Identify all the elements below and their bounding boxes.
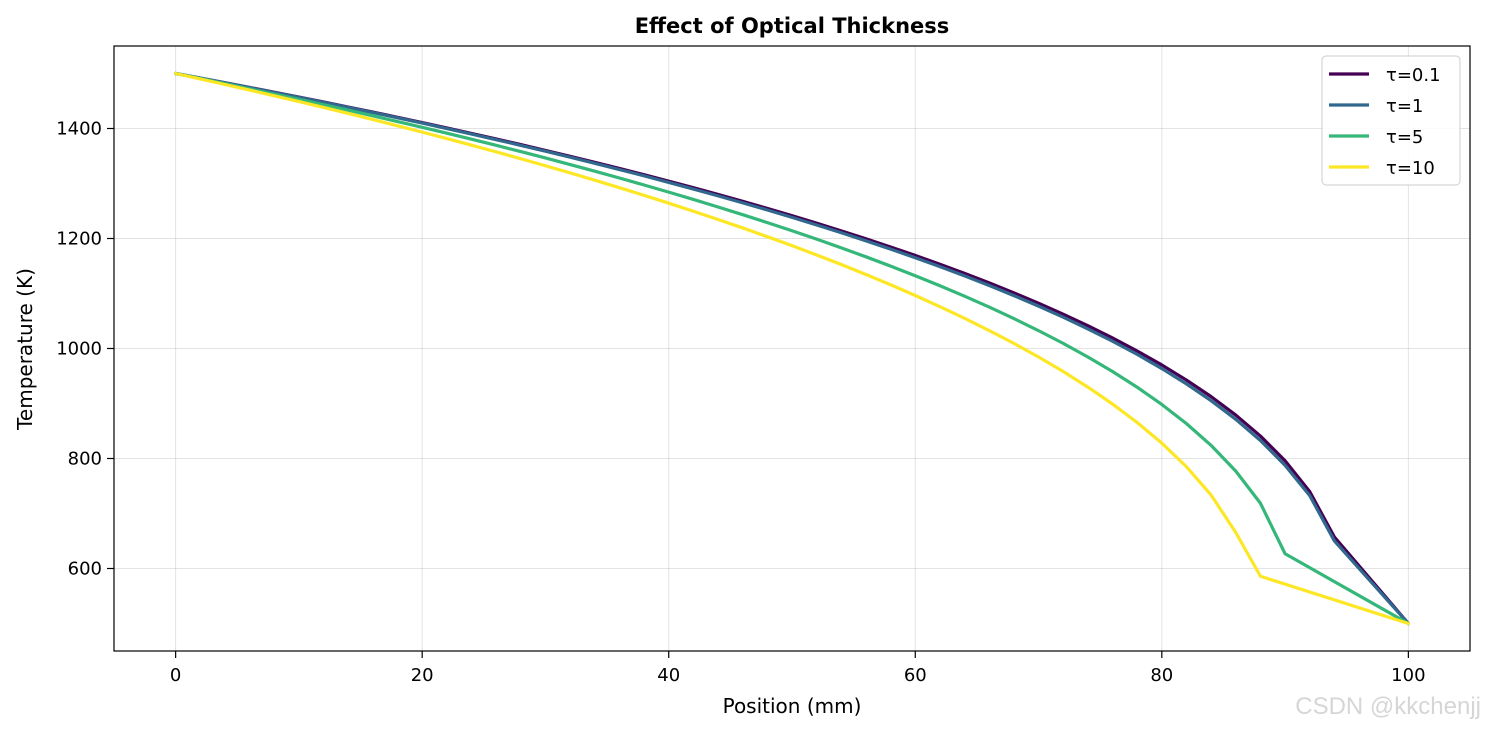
x-tick-label: 60 — [904, 665, 927, 686]
x-tick-label: 0 — [170, 665, 181, 686]
x-axis-ticks: 0 20 40 60 80 100 — [170, 651, 1426, 686]
watermark: CSDN @kkchenjj — [1295, 693, 1481, 720]
series-layer — [174, 71, 1410, 626]
series-line-1 — [174, 71, 1410, 626]
x-tick-label: 20 — [411, 665, 434, 686]
legend-label-0: τ=0.1 — [1386, 65, 1441, 86]
legend-label-1: τ=1 — [1386, 96, 1423, 117]
chart-title: Effect of Optical Thickness — [635, 14, 950, 38]
x-tick-label: 40 — [657, 665, 680, 686]
x-tick-label: 80 — [1150, 665, 1173, 686]
y-tick-label: 1000 — [56, 339, 102, 360]
y-axis-label: Temperature (K) — [13, 268, 37, 431]
y-tick-label: 1400 — [56, 119, 102, 140]
legend-label-3: τ=10 — [1386, 158, 1435, 179]
y-tick-label: 600 — [68, 559, 102, 580]
x-axis-label: Position (mm) — [723, 694, 862, 718]
legend-label-2: τ=5 — [1386, 127, 1423, 148]
x-tick-label: 100 — [1391, 665, 1425, 686]
y-tick-label: 800 — [68, 449, 102, 470]
legend: τ=0.1 τ=1 τ=5 τ=10 — [1321, 55, 1461, 186]
series-line-3 — [174, 71, 1410, 626]
series-line-2 — [174, 71, 1410, 626]
legend-box — [1321, 55, 1461, 186]
y-axis-ticks: 600 800 1000 1200 1400 — [56, 119, 114, 580]
y-tick-label: 1200 — [56, 229, 102, 250]
